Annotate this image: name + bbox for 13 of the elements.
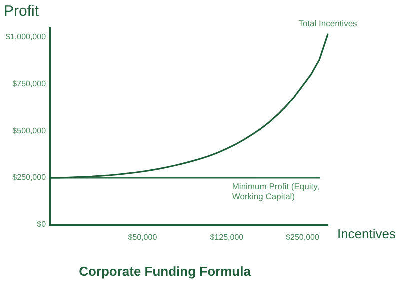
series-label: Total Incentives [298, 18, 358, 29]
x-tick-label: $125,000 [210, 232, 244, 242]
x-axis-title: Incentives [337, 226, 396, 242]
y-axis-title: Profit [4, 3, 40, 20]
y-tick-label: $500,000 [12, 126, 47, 136]
y-tick-label: $250,000 [12, 173, 47, 182]
text: Corporate Funding Formula [79, 264, 252, 279]
series-label: Minimum Profit (Equity, Working Capital) [232, 182, 320, 202]
x-tick-label: $50,000 [128, 232, 158, 242]
y-tick-label: $1,000,000 [6, 32, 47, 42]
y-tick-label: $0 [37, 220, 47, 230]
x-tick-label: $250,000 [286, 232, 320, 242]
y-tick-label: $750,000 [12, 79, 47, 88]
